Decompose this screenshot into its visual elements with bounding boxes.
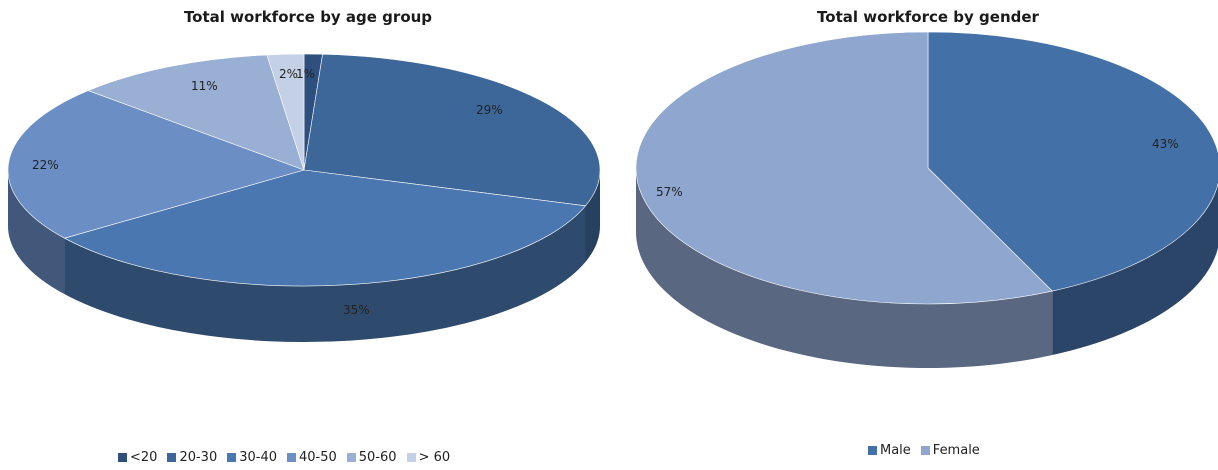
- legend-swatch: [920, 446, 930, 455]
- pie-0-slice-20-30: [303, 53, 601, 207]
- pie-1-slice-Male: [927, 31, 1218, 292]
- legend-label: 50-60: [358, 450, 397, 465]
- data-label-40-50: 22%: [32, 158, 59, 172]
- data-label-50-60: 11%: [191, 79, 218, 93]
- legend-item-<20: <20: [118, 450, 157, 465]
- legend-item-Male: Male: [868, 443, 911, 458]
- legend-item-20-30: 20-30: [167, 450, 217, 465]
- pie-0-slice-50-60: [87, 54, 305, 171]
- pie-0: 1% 29% 35% 22% 11% 2%: [7, 53, 601, 343]
- data-label-Male: 43%: [1152, 137, 1179, 151]
- pie-0-side-3: [8, 170, 65, 295]
- data-label-20-30: 29%: [476, 103, 503, 117]
- pie-1: 43% 57%: [635, 31, 1218, 368]
- legend-swatch: [118, 453, 127, 462]
- legend-swatch: [346, 453, 356, 462]
- legend-swatch: [287, 453, 296, 462]
- legend-label: 20-30: [179, 450, 218, 465]
- data-label-> 60: 2%: [279, 67, 298, 81]
- data-label-30-40: 35%: [343, 303, 370, 317]
- chart-title-gender: Total workforce by gender: [817, 8, 1039, 26]
- legend-item-> 60: > 60: [406, 450, 451, 465]
- pie-0-side-2: [64, 205, 586, 343]
- data-label-<20: 1%: [296, 67, 315, 81]
- legend-label: Male: [880, 443, 911, 458]
- pie-0-side-1: [585, 170, 600, 262]
- chart-title-age: Total workforce by age group: [183, 8, 433, 26]
- pie-0-slice-30-40: [63, 169, 587, 287]
- pie-charts: 1% 29% 35% 22% 11% 2% 43% 57%: [7, 31, 1218, 368]
- data-label-Female: 57%: [656, 185, 683, 199]
- legend-swatch: [868, 446, 877, 455]
- legend-label: > 60: [418, 450, 451, 465]
- legend-label: 40-50: [299, 450, 337, 465]
- legend-swatch: [167, 453, 177, 462]
- legend-label: <20: [130, 450, 158, 465]
- legend-item-30-40: 30-40: [227, 450, 277, 465]
- legend-swatch: [406, 453, 416, 462]
- pie-1-slice-Female: [635, 31, 1053, 305]
- pie-1-side-1: [636, 168, 1053, 368]
- legend-label: 30-40: [239, 450, 277, 465]
- legend-swatch: [227, 453, 237, 462]
- legend-item-Female: Female: [920, 443, 980, 458]
- pie-0-slice-40-50: [7, 90, 305, 239]
- legend-item-40-50: 40-50: [287, 450, 337, 465]
- pie-1-side-0: [1052, 183, 1218, 356]
- legend-gender: Male Female: [868, 443, 980, 458]
- legend-age: <20 20-30 30-40 40-50 50-60 > 60: [118, 450, 450, 465]
- legend-item-50-60: 50-60: [346, 450, 397, 465]
- legend-label: Female: [932, 443, 980, 458]
- pie-0-slice-> 60: [266, 53, 305, 171]
